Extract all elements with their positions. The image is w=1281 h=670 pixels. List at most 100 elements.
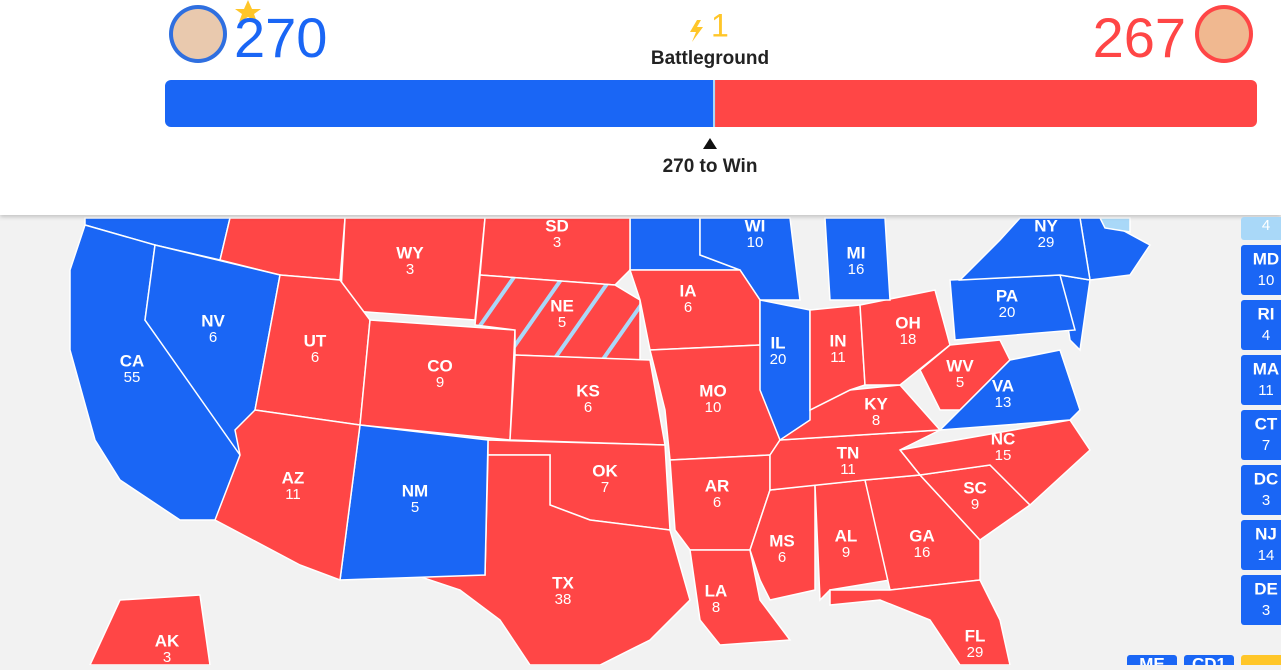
rep-avatar-face [1199,9,1249,59]
state-abbr: WY [396,243,424,262]
side-votes: 14 [1258,547,1275,564]
state-abbr: TX [552,573,574,592]
state-votes: 5 [558,314,566,331]
side-votes: 7 [1262,437,1270,454]
state-votes: 6 [311,349,319,366]
bar-segment [165,80,714,127]
side-item [1241,465,1281,515]
state-abbr: GA [909,526,935,545]
state-abbr: NC [991,429,1016,448]
side-item [1241,410,1281,460]
state-votes: 20 [770,351,787,368]
state-abbr: TN [837,443,860,462]
state-votes: 11 [830,349,846,366]
state-votes: 13 [995,394,1012,411]
state-votes: 8 [872,412,880,429]
state-shape [479,217,631,286]
state-abbr: AZ [282,468,305,487]
state-abbr: IA [680,281,697,300]
side-list: 4 MD 10 RI 4 MA 11 CT 7 DC 3 NJ 14 DE 3 ME CD1 [1127,217,1281,670]
state-shape [824,217,891,301]
threshold-marker [703,138,717,149]
state-votes: 10 [747,234,764,251]
state-votes: 29 [967,644,984,661]
state-votes: 5 [956,374,964,391]
header: 270 267 1 Battleground 270 to Win [0,0,1281,215]
side-abbr: CT [1255,414,1278,433]
state-shape [214,409,361,582]
state-votes: 6 [209,329,217,346]
state-abbr: SC [963,478,987,497]
state-shape [88,594,211,666]
state-votes: 6 [713,494,721,511]
state-votes: 18 [900,331,917,348]
state-abbr: CA [120,351,145,370]
side-abbr: DC [1254,469,1279,488]
state-votes: 9 [971,496,979,513]
state-abbr: NY [1034,216,1058,235]
state-abbr: OH [895,313,921,332]
state-shape [809,304,866,412]
bar-segment [713,80,716,127]
side-abbr: NJ [1255,524,1277,543]
state-votes: 6 [778,549,786,566]
dem-votes: 270 [234,6,327,69]
side-abbr: MA [1253,359,1279,378]
state-votes: 3 [553,234,561,251]
state-abbr: MI [847,243,866,262]
bottom-item [1241,655,1281,670]
state-abbr: WI [745,216,766,235]
side-votes: 10 [1258,272,1275,289]
vote-bar [165,80,1257,127]
state-votes: 11 [840,461,856,478]
state-votes: 11 [285,486,301,503]
side-item [1241,520,1281,570]
side-abbr: RI [1258,304,1275,323]
state-shape [958,217,1091,281]
state-abbr: LA [705,581,728,600]
state-shape [938,349,1081,431]
side-item [1241,300,1281,350]
state-votes: 20 [999,304,1016,321]
side-votes: 4 [1262,327,1270,344]
bottom-label: ME [1139,654,1165,665]
state-votes: 8 [712,599,720,616]
side-item [1241,217,1281,240]
state-abbr: IL [770,333,785,352]
threshold-label: 270 to Win [663,156,758,177]
state-votes: 15 [995,447,1012,464]
rep-votes: 267 [1093,6,1186,69]
state-abbr: AR [705,476,730,495]
state-abbr: VA [992,376,1014,395]
state-votes: 6 [584,399,592,416]
state-abbr: KY [864,394,888,413]
state-votes: 3 [163,649,171,665]
state-abbr: MO [699,381,726,400]
state-abbr: NM [402,481,428,500]
battleground-votes: 1 [711,7,729,43]
side-item [1241,245,1281,295]
state-votes: 7 [601,479,609,496]
state-abbr: FL [965,626,986,645]
state-votes: 5 [411,499,419,516]
state-votes: 16 [848,261,865,278]
winner-star [235,0,261,22]
state-abbr: SD [545,216,569,235]
side-item [1241,355,1281,405]
dem-avatar-face [173,9,223,59]
side-votes: 4 [1262,217,1270,234]
bar-segment [715,80,1257,127]
side-item [1241,575,1281,625]
state-abbr: AK [155,631,180,650]
state-shape [1098,217,1131,233]
bottom-label: CD1 [1192,654,1226,665]
battleground-icon [690,20,703,42]
state-abbr: NE [550,296,574,315]
state-abbr: NV [201,311,225,330]
state-votes: 10 [705,399,722,416]
state-abbr: MS [769,531,795,550]
state-abbr: OK [592,461,618,480]
side-abbr: DE [1254,579,1278,598]
